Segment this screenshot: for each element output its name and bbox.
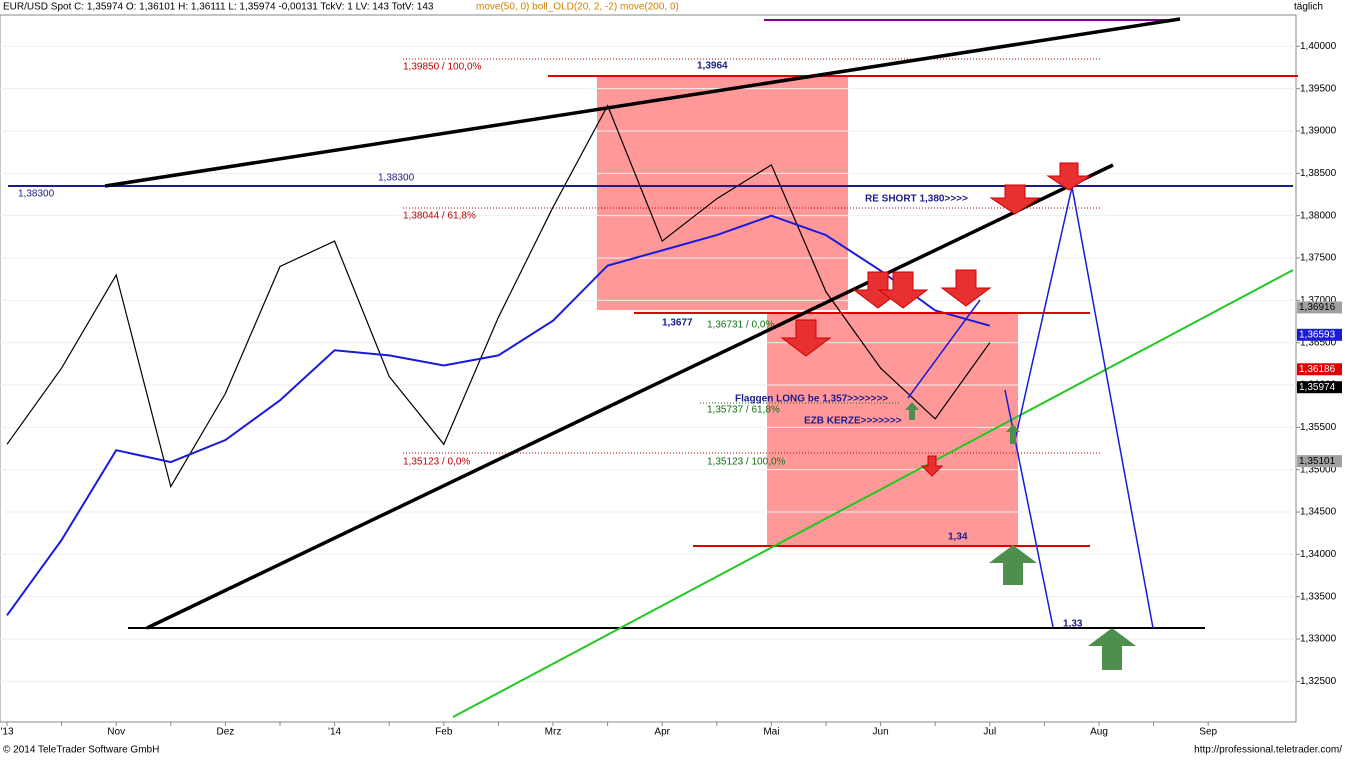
url: http://professional.teletrader.com/: [1194, 745, 1342, 756]
annotation-lines: [8, 17, 1298, 718]
data-layer: [6, 104, 991, 616]
series-line: [6, 214, 991, 616]
annotation: 1,38044 / 61,8%: [403, 211, 476, 222]
header-info: EUR/USD Spot C: 1,35974 O: 1,36101 H: 1,…: [3, 2, 434, 13]
price-marker-label: 1,36916: [1299, 302, 1336, 313]
y-tick-label: 1,38000: [1300, 210, 1337, 221]
y-tick-label: 1,34500: [1300, 507, 1337, 518]
annotation: 1,39850 / 100,0%: [403, 62, 482, 73]
x-tick-label: Mai: [763, 727, 779, 738]
x-tick-label: Jul: [983, 727, 996, 738]
price-marker: [1297, 363, 1342, 376]
trend-line: [104, 17, 1181, 188]
trend-line: [452, 269, 1294, 718]
zone: [597, 75, 848, 310]
annotation: 1,3964: [697, 61, 728, 72]
price-marker-label: 1,35101: [1299, 456, 1336, 467]
price-marker: [1297, 328, 1342, 341]
x-tick-label: Jun: [873, 727, 889, 738]
annotation: Flaggen LONG be 1,357>>>>>>>: [735, 394, 888, 405]
annotation: 1,38300: [378, 173, 415, 184]
price-marker: [1297, 455, 1342, 468]
header-indicators: move(50, 0) boll_OLD(20, 2, -2) move(200…: [476, 2, 679, 13]
x-tick-label: Apr: [654, 727, 670, 738]
annotation: 1,34: [948, 532, 968, 543]
y-tick-label: 1,34000: [1300, 549, 1337, 560]
y-tick-label: 1,37000: [1300, 295, 1337, 306]
y-tick-label: 1,35500: [1300, 422, 1337, 433]
x-tick-label: Nov: [107, 727, 125, 738]
x-tick-label: '14: [328, 727, 341, 738]
annotation: RE SHORT 1,380>>>>: [865, 194, 968, 205]
annotation: 1,33: [1063, 619, 1083, 630]
price-marker: [1297, 381, 1342, 394]
x-tick-label: Feb: [435, 727, 453, 738]
y-tick-label: 1,35000: [1300, 464, 1337, 475]
price-marker-label: 1,36186: [1299, 364, 1336, 375]
x-tick-label: Mrz: [545, 727, 562, 738]
y-tick-label: 1,40000: [1300, 41, 1337, 52]
y-tick-label: 1,33500: [1300, 591, 1337, 602]
y-tick-label: 1,37500: [1300, 253, 1337, 264]
price-marker-label: 1,35974: [1299, 382, 1336, 393]
y-tick-label: 1,32500: [1300, 676, 1337, 687]
annotation: 1,36731 / 0,0%: [707, 320, 774, 331]
arrows-up: [905, 402, 1136, 670]
y-tick-label: 1,36500: [1300, 337, 1337, 348]
y-tick-label: 1,39000: [1300, 126, 1337, 137]
annotation: 1,35737 / 61,8%: [707, 405, 780, 416]
series-line: [6, 104, 991, 489]
period: täglich: [1294, 2, 1323, 13]
x-tick-label: '13: [0, 727, 13, 738]
arrows-down: [780, 162, 1092, 477]
trend-line: [146, 163, 1114, 630]
annotation: 1,35123 / 0,0%: [403, 457, 470, 468]
annotation: 1,35123 / 100,0%: [707, 457, 786, 468]
annotation-texts: 1,38300 1,38300 1,39850 / 100,0% 1,3964 …: [18, 61, 1083, 630]
y-tick-label: 1,33000: [1300, 634, 1337, 645]
x-tick-label: Sep: [1199, 727, 1217, 738]
annotation: 1,3677: [662, 318, 693, 329]
y-tick-label: 1,38500: [1300, 168, 1337, 179]
annotation: 1,38300: [18, 189, 55, 200]
y-tick-label: 1,39500: [1300, 83, 1337, 94]
price-marker: [1297, 301, 1342, 314]
price-marker-label: 1,36593: [1299, 329, 1336, 340]
annotation: EZB KERZE>>>>>>>: [804, 416, 902, 427]
copyright: © 2014 TeleTrader Software GmbH: [3, 745, 159, 756]
x-tick-label: Dez: [217, 727, 235, 738]
projection: [907, 299, 981, 399]
annotation-layer: [0, 45, 1296, 682]
x-tick-label: Aug: [1090, 727, 1108, 738]
